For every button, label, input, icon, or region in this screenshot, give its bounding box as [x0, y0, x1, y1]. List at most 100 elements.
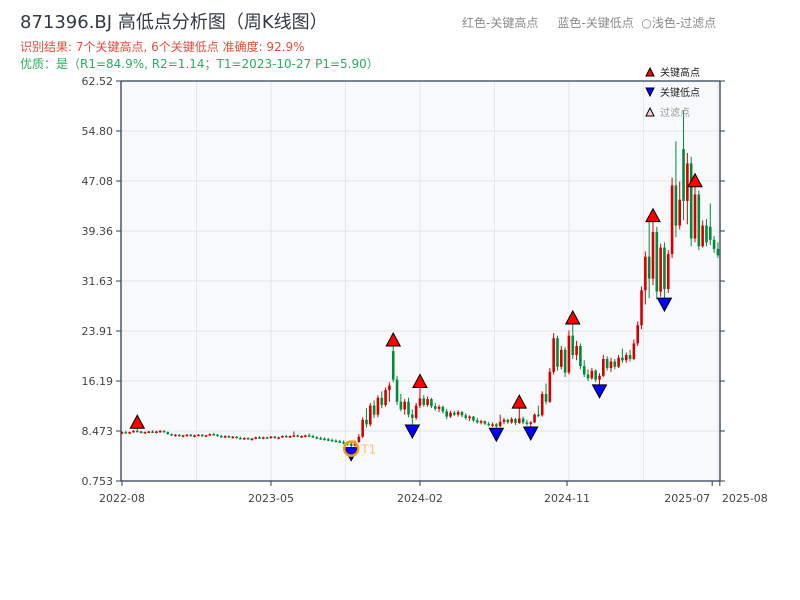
candle-body [701, 225, 704, 247]
candle-body [506, 419, 510, 423]
candle-body [693, 194, 697, 239]
recognition-summary: 识别结果: 7个关键高点, 6个关键低点 准确度: 92.9% [20, 40, 305, 54]
candle-body [678, 199, 682, 226]
candle-body [265, 437, 269, 439]
candle-body [621, 357, 624, 361]
candle-body [636, 325, 639, 344]
candle-body [483, 421, 487, 424]
candle-body [487, 423, 491, 426]
candle-body [468, 416, 471, 419]
candle-body [307, 435, 311, 437]
candle-body [258, 437, 261, 439]
legend-marker-icon [645, 87, 655, 98]
candle-body [708, 226, 712, 240]
candle-body [288, 436, 292, 438]
candle-body [380, 397, 384, 405]
legend-marker-icon [645, 106, 655, 117]
candle-body [437, 406, 441, 409]
candle-body [594, 370, 597, 380]
key-high-marker [385, 331, 402, 347]
candle-body [479, 421, 483, 423]
candle-body [666, 254, 670, 290]
candle-body [395, 379, 399, 402]
candle-body [376, 397, 380, 415]
candle-body [139, 431, 143, 433]
candle-body [514, 419, 517, 424]
y-tick-label: 47.08 [82, 175, 114, 188]
candle-body [475, 420, 479, 423]
candle-body [529, 422, 533, 424]
candle-body [388, 385, 391, 391]
x-tick-label: 2025-07 [664, 492, 710, 505]
candle-body [132, 430, 135, 433]
candle-body [323, 438, 326, 441]
candle-body [178, 434, 181, 437]
candle-body [663, 247, 666, 290]
y-tick-label: 23.91 [82, 325, 114, 338]
candle-body [563, 349, 567, 373]
color-legend-text: 红色-关键高点 蓝色-关键低点 ○浅色-过滤点 [462, 16, 717, 30]
candle-body [540, 393, 544, 416]
candle-body [330, 439, 334, 442]
key-low-marker [656, 297, 673, 313]
candle-body [426, 399, 429, 405]
candle-body [300, 436, 303, 438]
candle-body [495, 424, 498, 427]
candle-body [200, 434, 204, 437]
candle-body [334, 440, 338, 443]
candle-body [369, 405, 372, 425]
candle-body [598, 375, 601, 380]
candle-body [361, 419, 364, 437]
candle-body [372, 405, 376, 415]
candle-body [197, 434, 200, 437]
candle-body [689, 163, 693, 239]
candle-body [552, 338, 555, 372]
candle-body [227, 436, 231, 438]
candle-body [128, 432, 131, 434]
candle-body [433, 406, 437, 409]
candle-body [151, 431, 154, 433]
quality-summary: 优质：是（R1=84.9%, R2=1.14；T1=2023-10-27 P1=… [20, 57, 379, 71]
candle-body [640, 290, 643, 326]
x-tick-label: 2022-08 [99, 492, 145, 505]
y-tick-label: 54.80 [82, 125, 114, 138]
candle-body [326, 439, 330, 441]
candle-body [521, 418, 525, 423]
candle-body [120, 432, 124, 434]
candle-body [319, 437, 322, 440]
legend-label: 过滤点 [660, 106, 690, 119]
candle-body [472, 416, 475, 421]
y-tick-label: 31.63 [82, 275, 114, 288]
candle-body [418, 398, 422, 406]
y-tick-label: 39.36 [82, 225, 114, 238]
candle-body [338, 441, 342, 443]
x-tick-label: 2025-08 [722, 492, 768, 505]
chart-title: 871396.BJ 高低点分析图（周K线图） [20, 12, 328, 33]
key-high-marker [687, 172, 703, 188]
candle-body [422, 398, 426, 405]
candle-body [567, 335, 571, 373]
x-tick-label: 2023-05 [248, 492, 294, 505]
candle-body [590, 370, 594, 379]
candle-body [571, 335, 575, 356]
candle-body [147, 431, 151, 433]
candle-body [533, 414, 536, 423]
candle-body [292, 435, 296, 437]
key-low-marker [591, 384, 608, 399]
candle-body [342, 441, 345, 444]
candle-body [174, 434, 177, 437]
candle-body [223, 436, 227, 438]
candle-body [414, 405, 418, 418]
candle-body [644, 256, 647, 291]
y-tick-label: 8.473 [82, 425, 114, 438]
candle-body [491, 424, 494, 426]
candle-body [124, 432, 128, 434]
candle-body [624, 355, 628, 361]
candle-body [682, 149, 685, 201]
key-low-marker [522, 426, 539, 441]
candle-body [579, 345, 582, 367]
candle-body [605, 358, 609, 369]
key-high-marker [645, 207, 661, 223]
